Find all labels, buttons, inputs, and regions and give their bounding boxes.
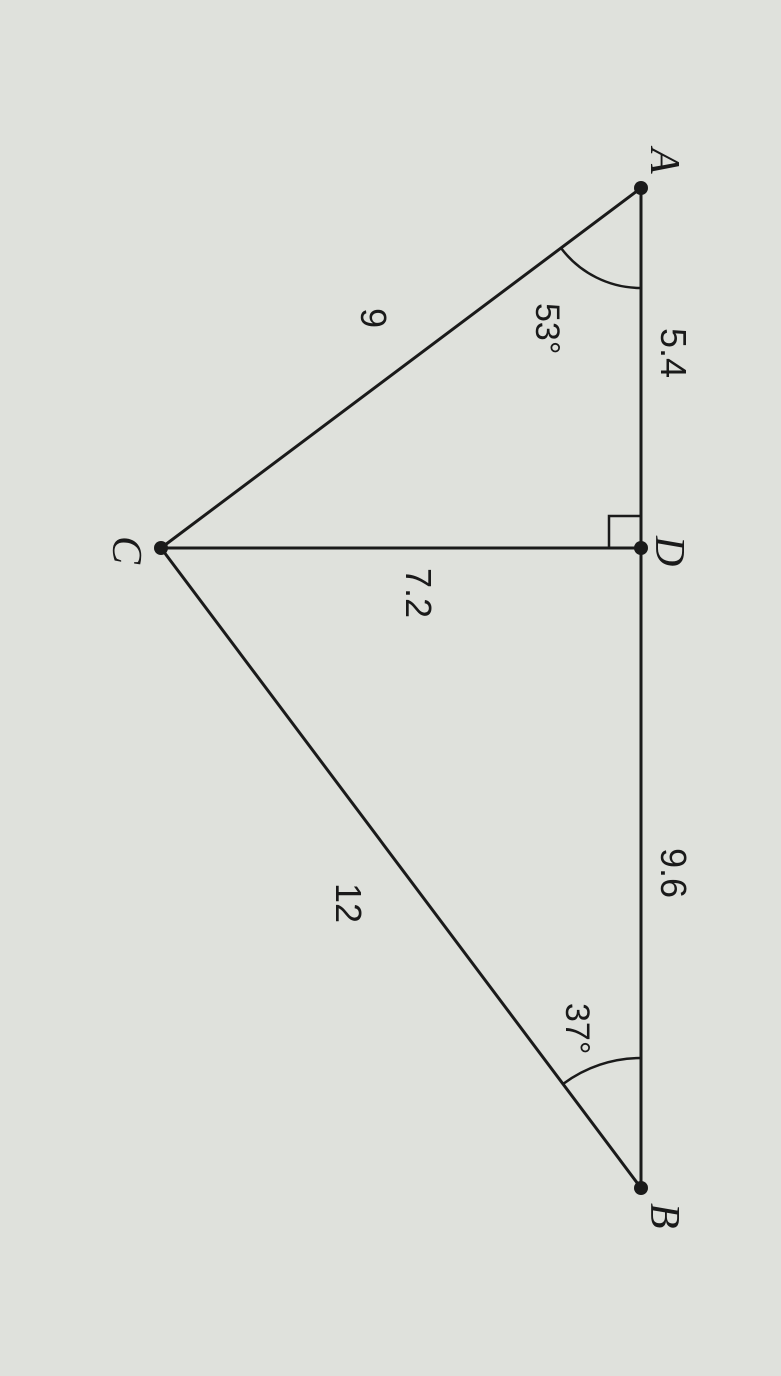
angle-arc-B — [563, 1058, 641, 1084]
edge-AC — [161, 188, 641, 548]
angle-A-label: 53° — [528, 303, 566, 354]
edge-AD-label: 5.4 — [653, 328, 694, 378]
angle-arc-A — [561, 248, 641, 288]
vertex-D-label: D — [646, 535, 692, 566]
vertex-C-dot — [154, 541, 168, 555]
edge-BC-label: 12 — [328, 883, 369, 923]
angle-B-label: 37° — [558, 1003, 596, 1054]
edge-DB-label: 9.6 — [653, 848, 694, 898]
edge-DC-label: 7.2 — [398, 568, 439, 618]
geometry-diagram: A B C D 5.4 9.6 9 12 7.2 53° 37° — [41, 88, 741, 1288]
edge-AC-label: 9 — [353, 308, 394, 328]
triangle-svg: A B C D 5.4 9.6 9 12 7.2 53° 37° — [41, 88, 741, 1288]
edge-BC — [161, 548, 641, 1188]
vertex-C-label: C — [103, 536, 149, 565]
vertex-A-label: A — [641, 145, 687, 174]
vertex-B-label: B — [641, 1203, 687, 1229]
right-angle-marker — [609, 516, 641, 548]
